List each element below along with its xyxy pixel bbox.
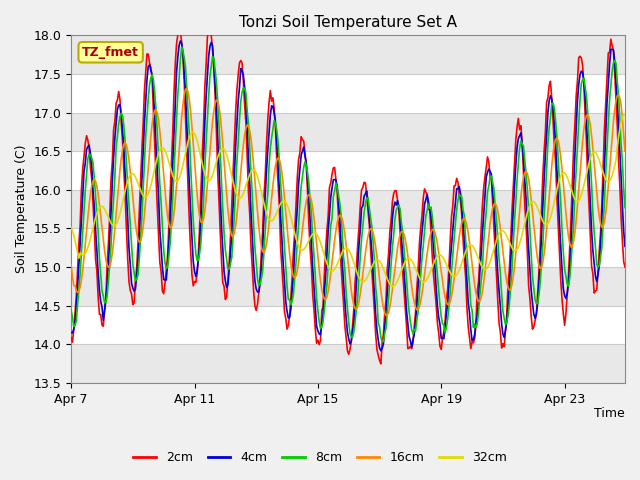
Bar — [71, 267, 625, 306]
Bar — [71, 344, 625, 383]
Bar — [71, 190, 625, 228]
Text: TZ_fmet: TZ_fmet — [82, 46, 139, 59]
Text: Time: Time — [595, 407, 625, 420]
Legend: 2cm, 4cm, 8cm, 16cm, 32cm: 2cm, 4cm, 8cm, 16cm, 32cm — [128, 446, 512, 469]
Bar — [71, 36, 625, 74]
Title: Tonzi Soil Temperature Set A: Tonzi Soil Temperature Set A — [239, 15, 457, 30]
Bar — [71, 113, 625, 151]
Y-axis label: Soil Temperature (C): Soil Temperature (C) — [15, 145, 28, 274]
